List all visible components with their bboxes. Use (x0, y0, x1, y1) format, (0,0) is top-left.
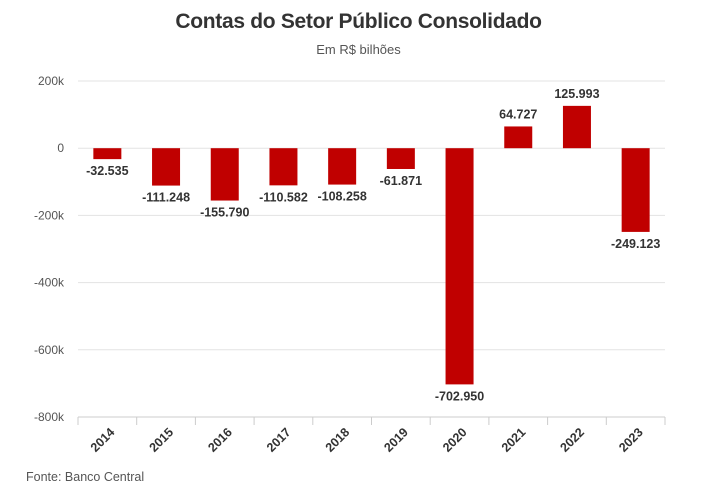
data-label-2015: -111.248 (142, 191, 190, 205)
bar-2022 (562, 105, 591, 149)
x-tick-label-2020: 2020 (440, 425, 470, 455)
bar-2020 (445, 148, 474, 385)
data-label-2020: -702.950 (435, 389, 484, 403)
source-note: Fonte: Banco Central (26, 470, 145, 484)
x-tick-label-2015: 2015 (147, 425, 177, 455)
data-label-2022: 125.993 (554, 87, 599, 101)
y-tick-label: -600k (34, 343, 65, 357)
bar-2014 (93, 148, 122, 160)
chart-title: Contas do Setor Público Consolidado (175, 10, 542, 33)
x-tick-label-2022: 2022 (558, 425, 588, 455)
chart-subtitle: Em R$ bilhões (316, 42, 401, 57)
bar-2018 (328, 148, 357, 185)
x-tick-label-2016: 2016 (205, 425, 235, 455)
data-label-2018: -108.258 (317, 190, 366, 204)
data-label-2016: -155.790 (200, 206, 249, 220)
y-tick-label: -400k (34, 276, 65, 290)
bar-2023 (621, 148, 650, 232)
x-tick-label-2021: 2021 (499, 425, 529, 455)
bar-2016 (210, 148, 239, 201)
y-tick-label: -800k (34, 410, 65, 424)
x-tick-label-2023: 2023 (616, 425, 646, 455)
y-tick-label: -200k (34, 208, 65, 222)
bar-2015 (152, 148, 181, 186)
x-tick-label-2019: 2019 (381, 425, 411, 455)
bar-2021 (504, 126, 533, 149)
bar-2017 (269, 148, 298, 186)
x-tick-label-2018: 2018 (323, 425, 353, 455)
data-label-2019: -61.871 (380, 174, 422, 188)
data-label-2017: -110.582 (259, 190, 308, 204)
bar-2019 (386, 148, 415, 169)
x-tick-label-2014: 2014 (88, 425, 118, 455)
data-label-2021: 64.727 (499, 107, 537, 121)
data-label-2014: -32.535 (86, 164, 128, 178)
y-tick-label: 0 (57, 141, 64, 155)
x-tick-label-2017: 2017 (264, 425, 294, 455)
y-tick-label: 200k (38, 74, 65, 88)
data-label-2023: -249.123 (611, 237, 660, 251)
